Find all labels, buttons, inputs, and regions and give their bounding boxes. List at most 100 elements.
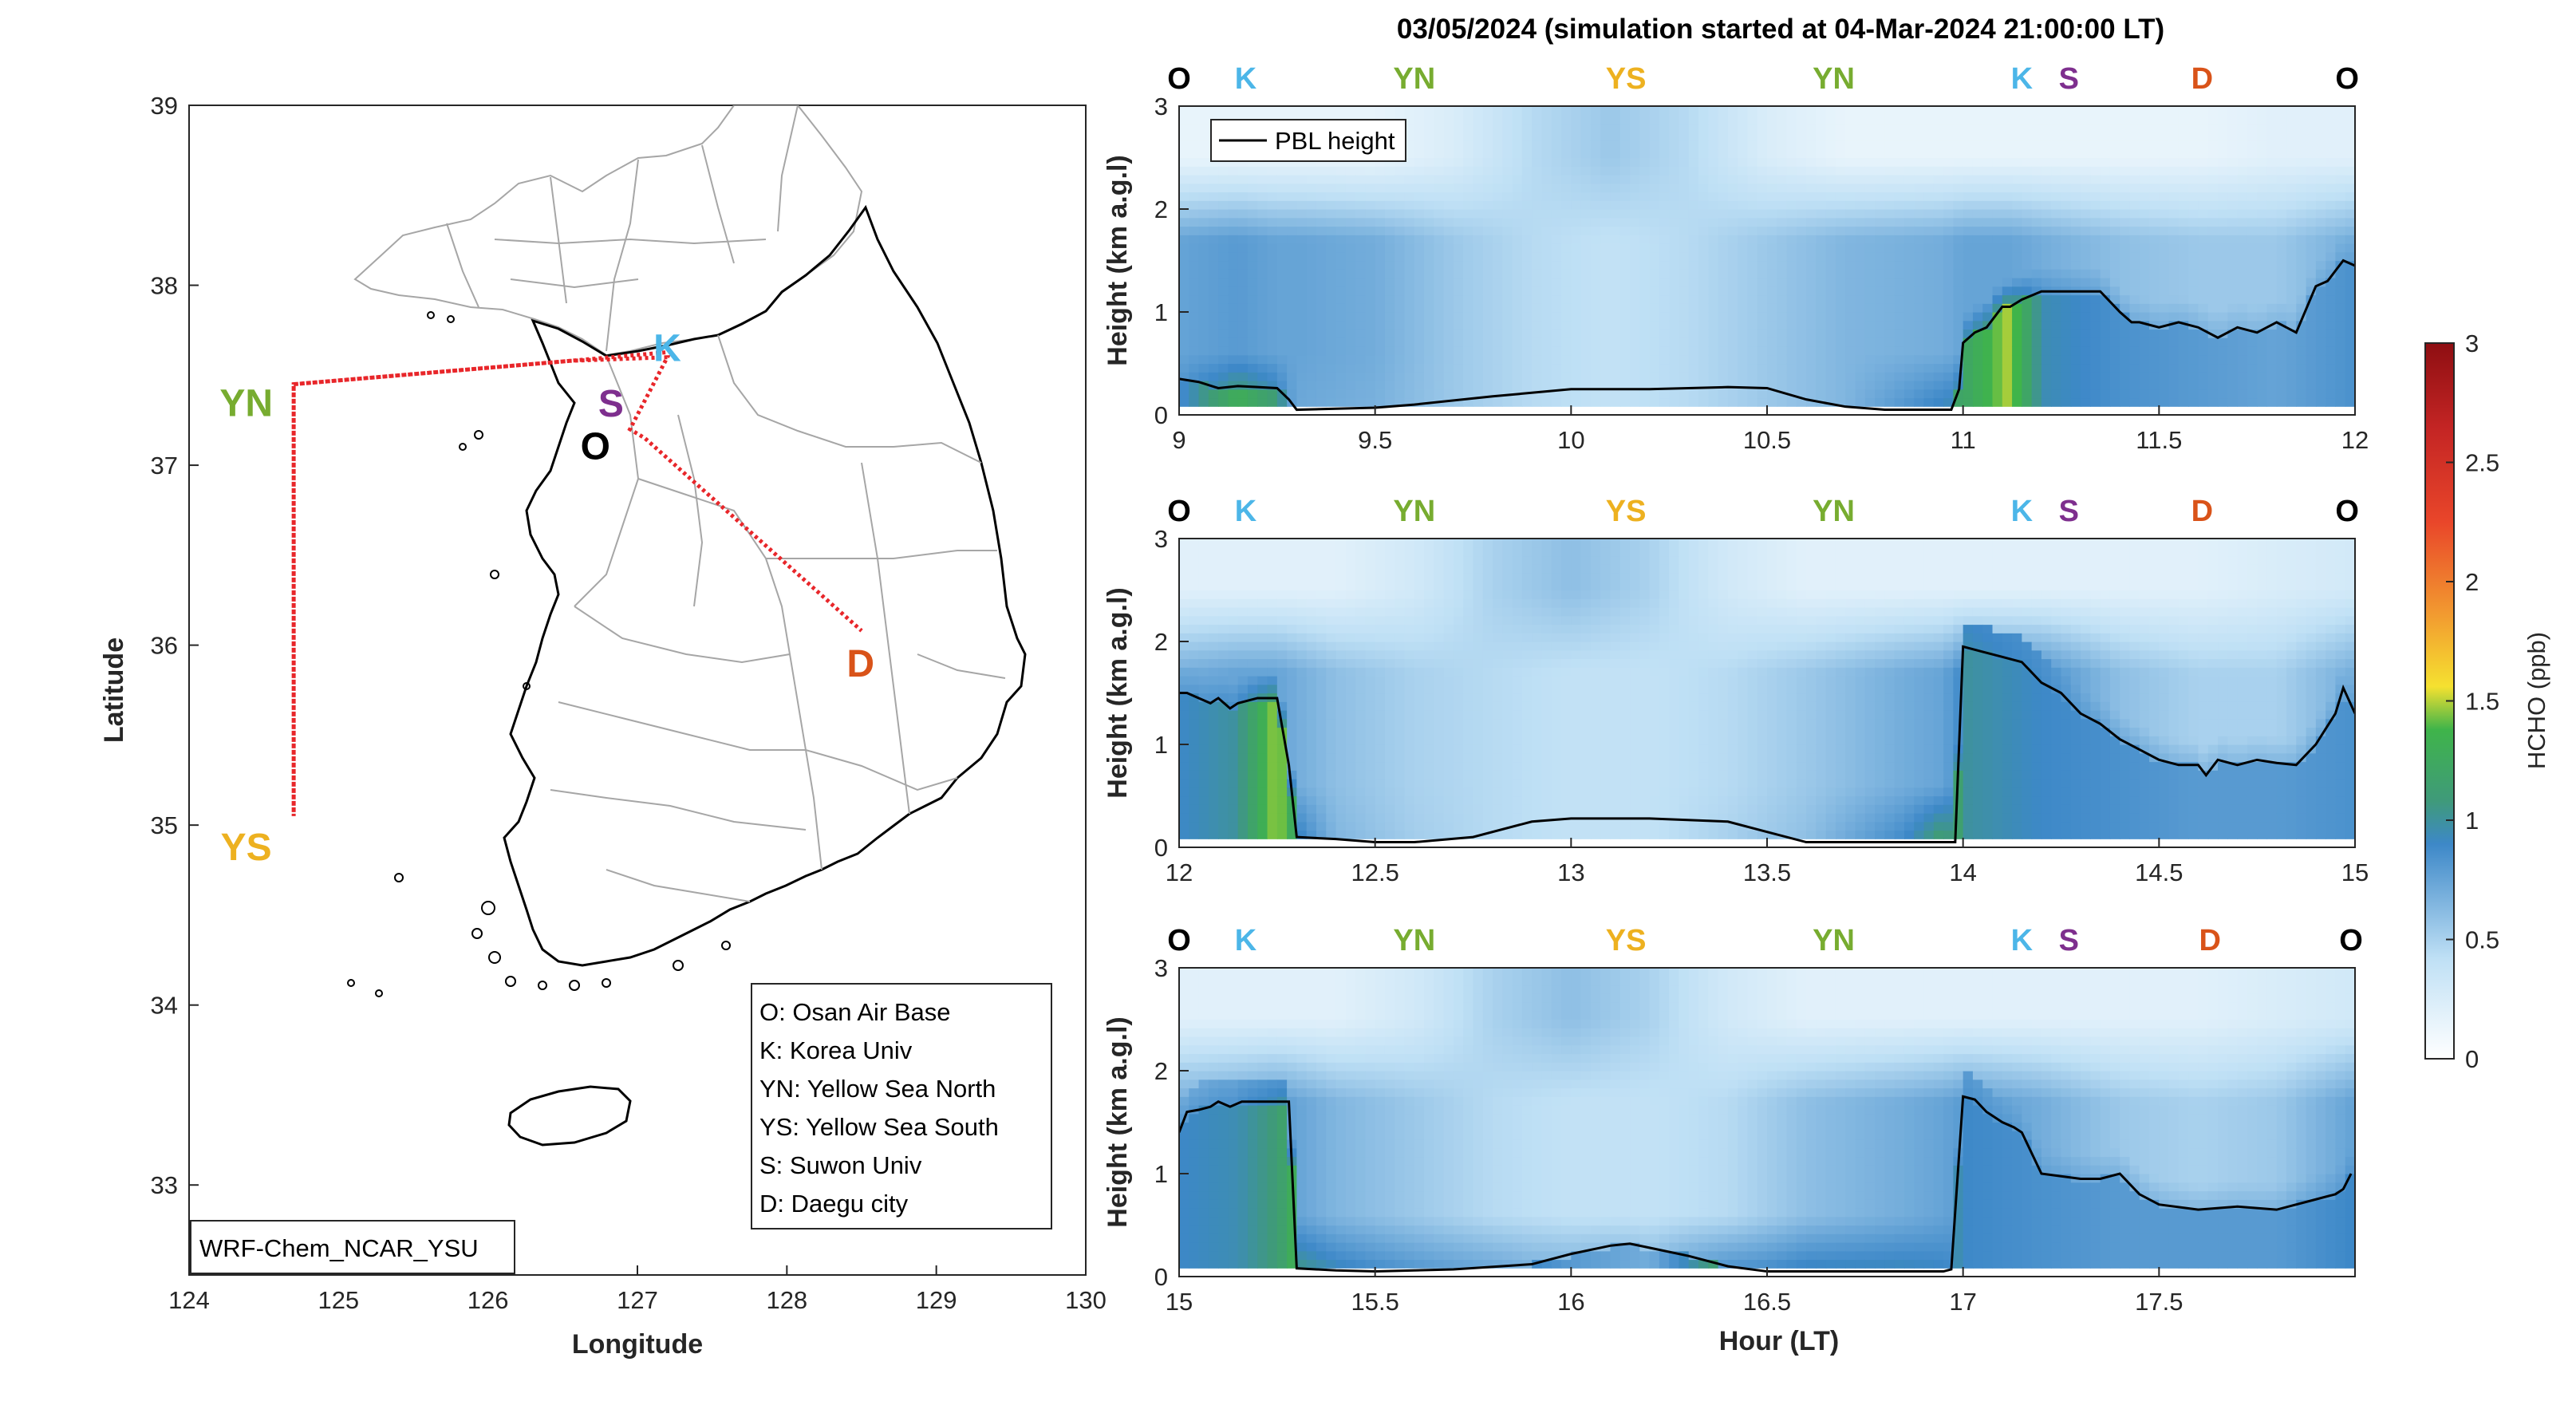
hcho-cell <box>1669 200 1680 210</box>
site-legend-entry: K: Korea Univ <box>759 1036 913 1064</box>
hcho-cell <box>1404 346 1415 356</box>
map-y-tick-label: 39 <box>151 92 178 120</box>
hcho-cell <box>1875 157 1885 167</box>
hcho-cell <box>2002 209 2013 219</box>
hcho-cell <box>1561 329 1572 338</box>
hcho-cell <box>1551 235 1562 244</box>
hcho-cell <box>1384 166 1395 176</box>
hcho-cell <box>1943 175 1954 184</box>
hcho-cell <box>1698 235 1709 244</box>
hcho-cell <box>2081 132 2091 141</box>
hcho-cell <box>1355 564 1366 574</box>
hcho-cell <box>1747 346 1758 356</box>
hcho-cell <box>1198 830 1209 839</box>
hcho-cell <box>2031 243 2042 253</box>
hcho-cell <box>1521 226 1533 235</box>
hcho-cell <box>1198 217 1209 227</box>
hcho-cell <box>1816 294 1827 304</box>
hcho-cell <box>2081 354 2091 365</box>
hcho-cell <box>1365 354 1376 365</box>
top-site-marker: O <box>1167 62 1191 96</box>
hcho-cell <box>2237 106 2248 116</box>
hcho-cell <box>2159 312 2170 322</box>
hcho-cell <box>1247 539 1258 548</box>
hcho-cell <box>1276 329 1288 338</box>
hcho-cell <box>1267 607 1278 617</box>
hcho-cell <box>2041 106 2052 116</box>
hcho-cell <box>2207 140 2219 150</box>
hcho-cell <box>2168 346 2180 356</box>
hcho-cell <box>1884 166 1896 176</box>
hcho-cell <box>1845 140 1856 150</box>
hcho-cell <box>1395 251 1406 262</box>
hcho-cell <box>2061 269 2072 278</box>
hcho-cell <box>1698 251 1709 262</box>
hcho-cell <box>1688 175 1699 184</box>
hcho-cell <box>1228 381 1239 390</box>
hcho-cell <box>1482 278 1493 287</box>
hcho-cell <box>2090 140 2101 150</box>
hcho-cell <box>2159 346 2170 356</box>
hcho-cell <box>1375 303 1386 313</box>
hcho-cell <box>1571 372 1582 381</box>
hcho-cell <box>1992 166 2003 176</box>
hcho-cell <box>2129 363 2140 373</box>
hcho-cell <box>2237 235 2248 244</box>
hcho-cell <box>1845 320 1856 330</box>
hcho-cell <box>2286 260 2297 270</box>
hcho-cell <box>1688 337 1699 347</box>
hcho-cell <box>1218 804 1229 814</box>
hcho-cell <box>2326 312 2337 322</box>
hcho-cell <box>1982 381 1994 390</box>
hcho-cell <box>1532 320 1543 330</box>
hcho-cell <box>2002 191 2013 201</box>
hcho-cell <box>1296 329 1308 338</box>
hcho-cell <box>1903 209 1915 219</box>
hcho-cell <box>1835 278 1846 287</box>
hcho-cell <box>1473 381 1484 390</box>
hcho-cell <box>1963 243 1974 253</box>
hcho-cell <box>2109 132 2120 141</box>
hcho-cell <box>1355 787 1366 797</box>
hcho-cell <box>2315 286 2326 296</box>
hcho-cell <box>1669 346 1680 356</box>
hcho-cell <box>2159 294 2170 304</box>
hcho-cell <box>1287 381 1297 390</box>
hcho-cell <box>2296 106 2307 116</box>
hcho-cell <box>2149 191 2160 201</box>
hcho-cell <box>1816 320 1827 330</box>
hcho-cell <box>1365 770 1376 780</box>
hcho-cell <box>1395 260 1406 270</box>
hcho-cell <box>1434 372 1445 381</box>
hcho-cell <box>1727 354 1738 365</box>
hcho-cell <box>1963 200 1974 210</box>
hcho-cell <box>1982 363 1994 373</box>
hcho-cell <box>1218 590 1229 599</box>
hcho-cell <box>2061 106 2072 116</box>
hcho-cell <box>1688 312 1699 322</box>
hcho-cell <box>1345 821 1356 831</box>
hcho-cell <box>1894 226 1905 235</box>
y-tick-label: 0 <box>1154 401 1168 429</box>
hcho-cell <box>2218 243 2228 253</box>
hcho-cell <box>2198 132 2209 141</box>
hcho-cell <box>2159 114 2170 124</box>
hcho-cell <box>1718 260 1729 270</box>
hcho-cell <box>1953 114 1964 124</box>
hcho-cell <box>2218 269 2228 278</box>
hcho-cell <box>2081 106 2091 116</box>
hcho-cell <box>1237 555 1249 565</box>
hcho-cell <box>1198 200 1209 210</box>
hcho-cell <box>1404 397 1415 407</box>
hcho-cell <box>1864 217 1876 227</box>
hcho-cell <box>2031 320 2042 330</box>
hcho-cell <box>1287 337 1297 347</box>
hcho-cell <box>1296 166 1308 176</box>
hcho-cell <box>1894 140 1905 150</box>
hcho-cell <box>1218 191 1229 201</box>
hcho-cell <box>1855 363 1866 373</box>
hcho-cell <box>2257 106 2268 116</box>
hcho-cell <box>1767 397 1777 407</box>
hcho-cell <box>1463 337 1474 347</box>
hcho-cell <box>2031 106 2042 116</box>
